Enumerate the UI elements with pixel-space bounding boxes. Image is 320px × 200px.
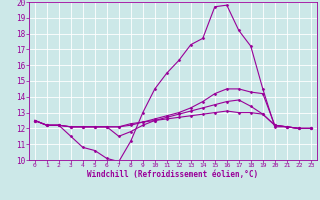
X-axis label: Windchill (Refroidissement éolien,°C): Windchill (Refroidissement éolien,°C) <box>87 170 258 179</box>
